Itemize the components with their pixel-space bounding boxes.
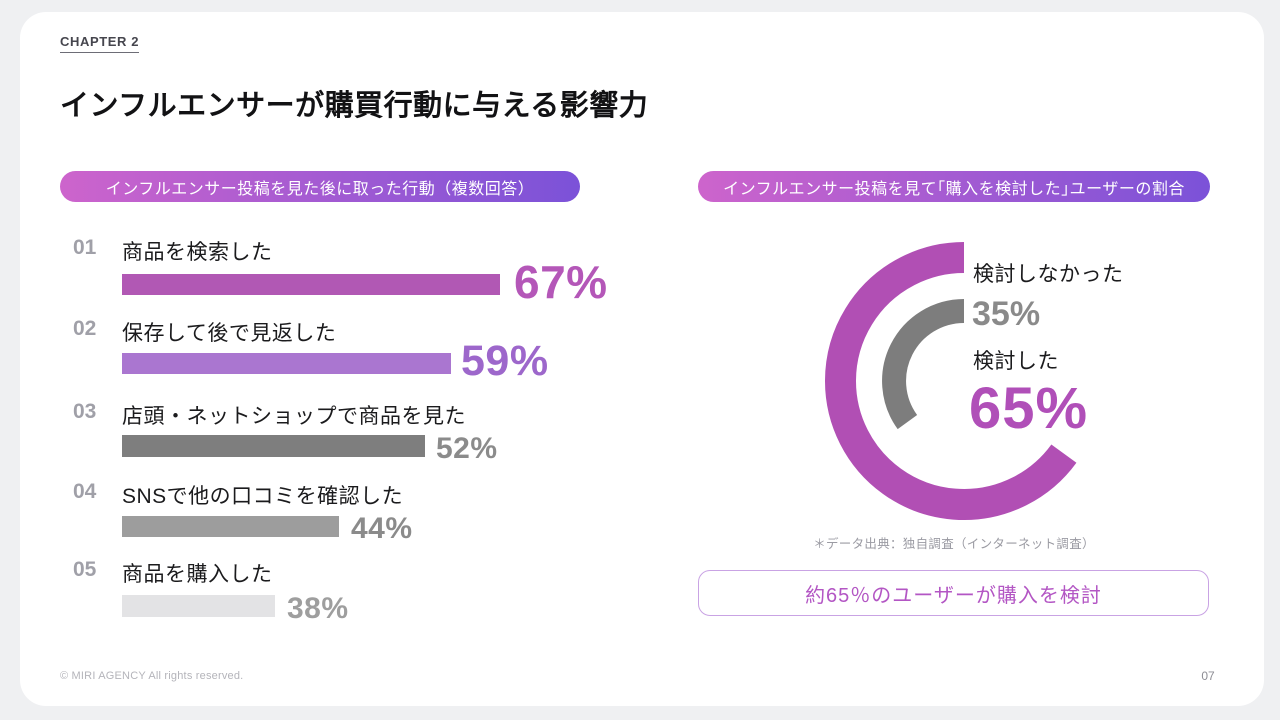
page-number: 07 — [1201, 669, 1215, 683]
chapter-label: CHAPTER 2 — [60, 34, 140, 53]
donut-chart — [825, 242, 1077, 520]
bar-value: 59% — [461, 337, 549, 385]
copyright-text: © MIRI AGENCY All rights reserved. — [60, 670, 244, 682]
right-panel-header-label: インフルエンサー投稿を見て｢購入を検討した｣ユーザーの割合 — [723, 180, 1185, 198]
bar-fill — [122, 274, 500, 295]
bar-fill — [122, 353, 451, 374]
rank-number: 04 — [73, 480, 97, 503]
rank-number: 02 — [73, 317, 97, 340]
rank-number: 03 — [73, 400, 97, 423]
left-panel-header-label: インフルエンサー投稿を見た後に取った行動（複数回答） — [105, 180, 535, 198]
bar-fill — [122, 516, 339, 537]
bar-value: 52% — [436, 432, 498, 465]
callout-box: 約65％のユーザーが購入を検討 — [698, 570, 1209, 616]
bar-label: 店頭・ネットショップで商品を見た — [122, 405, 466, 428]
bar-label: SNSで他の口コミを確認した — [122, 485, 404, 508]
bar-value: 44% — [351, 512, 413, 545]
bar-fill — [122, 595, 275, 617]
bar-label: 商品を検索した — [122, 241, 273, 264]
rank-number: 01 — [73, 236, 97, 259]
rank-number: 05 — [73, 558, 97, 581]
callout-text: 約65％のユーザーが購入を検討 — [805, 584, 1102, 607]
bar-label: 商品を購入した — [122, 563, 273, 586]
bar-label: 保存して後で見返した — [122, 322, 337, 345]
bar-fill — [122, 435, 425, 457]
donut-label-not-considered: 検討しなかった — [973, 263, 1124, 286]
bar-value: 38% — [287, 592, 349, 625]
donut-value-not-considered: 35% — [972, 295, 1041, 333]
left-panel-header: インフルエンサー投稿を見た後に取った行動（複数回答） — [60, 171, 580, 202]
donut-label-considered: 検討した — [973, 350, 1059, 373]
donut-arc-considered — [825, 242, 1077, 520]
data-source-footnote: ＊データ出典：独自調査（インターネット調査） — [813, 537, 1095, 551]
page-title: インフルエンサーが購買行動に与える影響力 — [60, 90, 649, 122]
bar-value: 67% — [514, 256, 608, 308]
right-panel-header: インフルエンサー投稿を見て｢購入を検討した｣ユーザーの割合 — [698, 171, 1210, 202]
donut-value-considered: 65% — [969, 376, 1089, 441]
donut-arc-not-considered — [882, 299, 965, 430]
